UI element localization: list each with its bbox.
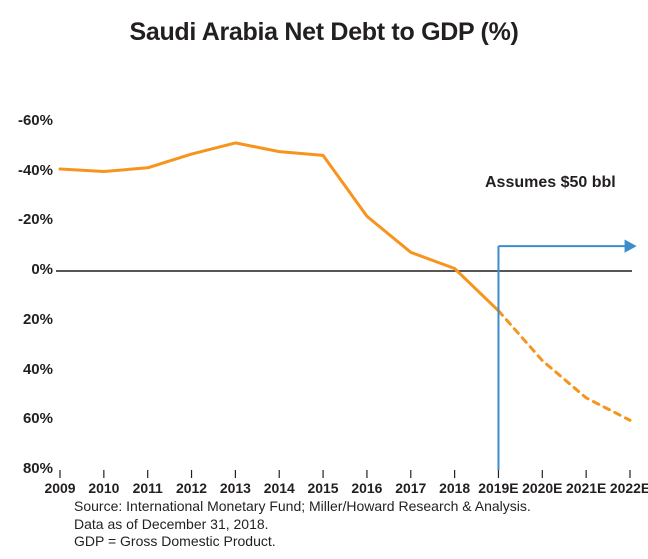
x-tick-label: 2022E xyxy=(610,480,648,496)
x-tick-label: 2009 xyxy=(44,480,75,496)
x-tick-label: 2011 xyxy=(133,480,163,496)
annotation-label: Assumes $50 bbl xyxy=(485,174,616,192)
y-tick-label: 80% xyxy=(5,460,53,477)
annotation-arrow-head xyxy=(625,240,637,253)
y-tick-label: -60% xyxy=(5,112,53,129)
y-tick-label: -40% xyxy=(5,162,53,179)
footnotes: Source: International Monetary Fund; Mil… xyxy=(74,498,531,551)
y-tick-label: 0% xyxy=(5,261,53,278)
y-tick-label: 20% xyxy=(5,311,53,328)
series-dashed xyxy=(498,311,630,420)
x-tick-label: 2010 xyxy=(88,480,119,496)
chart-container: Saudi Arabia Net Debt to GDP (%) Assumes… xyxy=(0,0,648,559)
x-tick-label: 2015 xyxy=(308,480,339,496)
footnote-source: Source: International Monetary Fund; Mil… xyxy=(74,498,531,516)
x-tick-label: 2019E xyxy=(478,480,518,496)
y-tick-label: 60% xyxy=(5,410,53,427)
x-tick-label: 2020E xyxy=(522,480,562,496)
x-tick-label: 2012 xyxy=(176,480,207,496)
x-tick-label: 2018 xyxy=(439,480,470,496)
series-solid xyxy=(60,143,498,311)
x-tick-label: 2014 xyxy=(264,480,295,496)
y-tick-label: -20% xyxy=(5,211,53,228)
y-tick-label: 40% xyxy=(5,361,53,378)
x-tick-label: 2017 xyxy=(395,480,426,496)
x-tick-label: 2016 xyxy=(351,480,382,496)
footnote-gdp: GDP = Gross Domestic Product. xyxy=(74,533,531,551)
footnote-date: Data as of December 31, 2018. xyxy=(74,516,531,534)
plot-svg xyxy=(0,0,648,559)
x-tick-label: 2013 xyxy=(220,480,251,496)
x-tick-label: 2021E xyxy=(566,480,606,496)
